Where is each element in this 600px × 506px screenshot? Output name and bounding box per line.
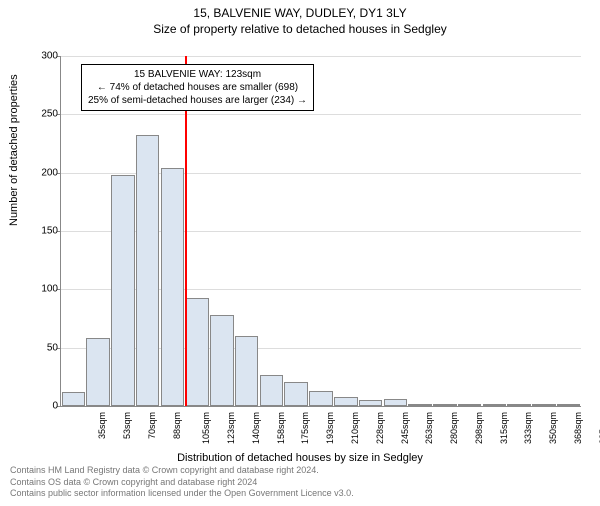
x-tick-label: 263sqm: [424, 412, 434, 444]
x-tick-label: 333sqm: [523, 412, 533, 444]
histogram-bar: [334, 397, 358, 406]
annotation-line: 25% of semi-detached houses are larger (…: [88, 94, 307, 107]
x-tick-label: 105sqm: [201, 412, 211, 444]
y-tick-label: 0: [38, 401, 58, 412]
histogram-bar: [185, 298, 209, 407]
page-title-line1: 15, BALVENIE WAY, DUDLEY, DY1 3LY: [0, 6, 600, 20]
x-tick-label: 280sqm: [449, 412, 459, 444]
x-tick-label: 53sqm: [122, 412, 132, 439]
x-axis-label: Distribution of detached houses by size …: [0, 452, 600, 464]
histogram-bar: [235, 336, 259, 406]
histogram-bar: [210, 315, 234, 406]
x-tick-label: 140sqm: [251, 412, 261, 444]
histogram-bar: [532, 404, 556, 406]
x-tick-label: 175sqm: [301, 412, 311, 444]
annotation-line: ← 74% of detached houses are smaller (69…: [88, 81, 307, 94]
y-tick-label: 200: [38, 167, 58, 178]
x-tick-label: 158sqm: [276, 412, 286, 444]
histogram-bar: [507, 404, 531, 406]
histogram-bar: [86, 338, 110, 406]
histogram-bar: [62, 392, 86, 406]
x-tick-label: 245sqm: [400, 412, 410, 444]
x-tick-label: 228sqm: [375, 412, 385, 444]
y-tick-label: 100: [38, 284, 58, 295]
histogram-bar: [359, 400, 383, 406]
x-tick-label: 298sqm: [474, 412, 484, 444]
x-tick-label: 350sqm: [548, 412, 558, 444]
gridline: [61, 114, 581, 115]
x-tick-label: 210sqm: [350, 412, 360, 444]
gridline: [61, 56, 581, 57]
histogram-bar: [161, 168, 185, 406]
y-tick-label: 150: [38, 226, 58, 237]
histogram-bar: [458, 404, 482, 406]
y-axis-label: Number of detached properties: [8, 74, 20, 226]
y-tick-label: 300: [38, 51, 58, 62]
annotation-line: 15 BALVENIE WAY: 123sqm: [88, 68, 307, 81]
histogram-bar: [284, 382, 308, 407]
histogram-plot: 15 BALVENIE WAY: 123sqm← 74% of detached…: [60, 56, 581, 407]
x-tick-label: 35sqm: [97, 412, 107, 439]
page-title-line2: Size of property relative to detached ho…: [0, 22, 600, 36]
footer-line3: Contains public sector information licen…: [10, 488, 354, 500]
chart-area: 15 BALVENIE WAY: 123sqm← 74% of detached…: [60, 56, 580, 406]
annotation-box: 15 BALVENIE WAY: 123sqm← 74% of detached…: [81, 64, 314, 111]
histogram-bar: [260, 375, 284, 407]
footer-line1: Contains HM Land Registry data © Crown c…: [10, 465, 354, 477]
footer-attribution: Contains HM Land Registry data © Crown c…: [10, 465, 354, 500]
x-tick-label: 88sqm: [172, 412, 182, 439]
histogram-bar: [483, 404, 507, 406]
footer-line2: Contains OS data © Crown copyright and d…: [10, 477, 354, 489]
y-tick-label: 250: [38, 109, 58, 120]
histogram-bar: [309, 391, 333, 406]
histogram-bar: [136, 135, 160, 406]
histogram-bar: [384, 399, 408, 406]
histogram-bar: [408, 404, 432, 406]
histogram-bar: [111, 175, 135, 406]
histogram-bar: [433, 404, 457, 406]
y-tick-label: 50: [38, 342, 58, 353]
histogram-bar: [557, 404, 581, 406]
x-tick-label: 193sqm: [325, 412, 335, 444]
x-tick-label: 315sqm: [499, 412, 509, 444]
x-tick-label: 70sqm: [147, 412, 157, 439]
x-tick-label: 368sqm: [573, 412, 583, 444]
x-tick-label: 123sqm: [226, 412, 236, 444]
